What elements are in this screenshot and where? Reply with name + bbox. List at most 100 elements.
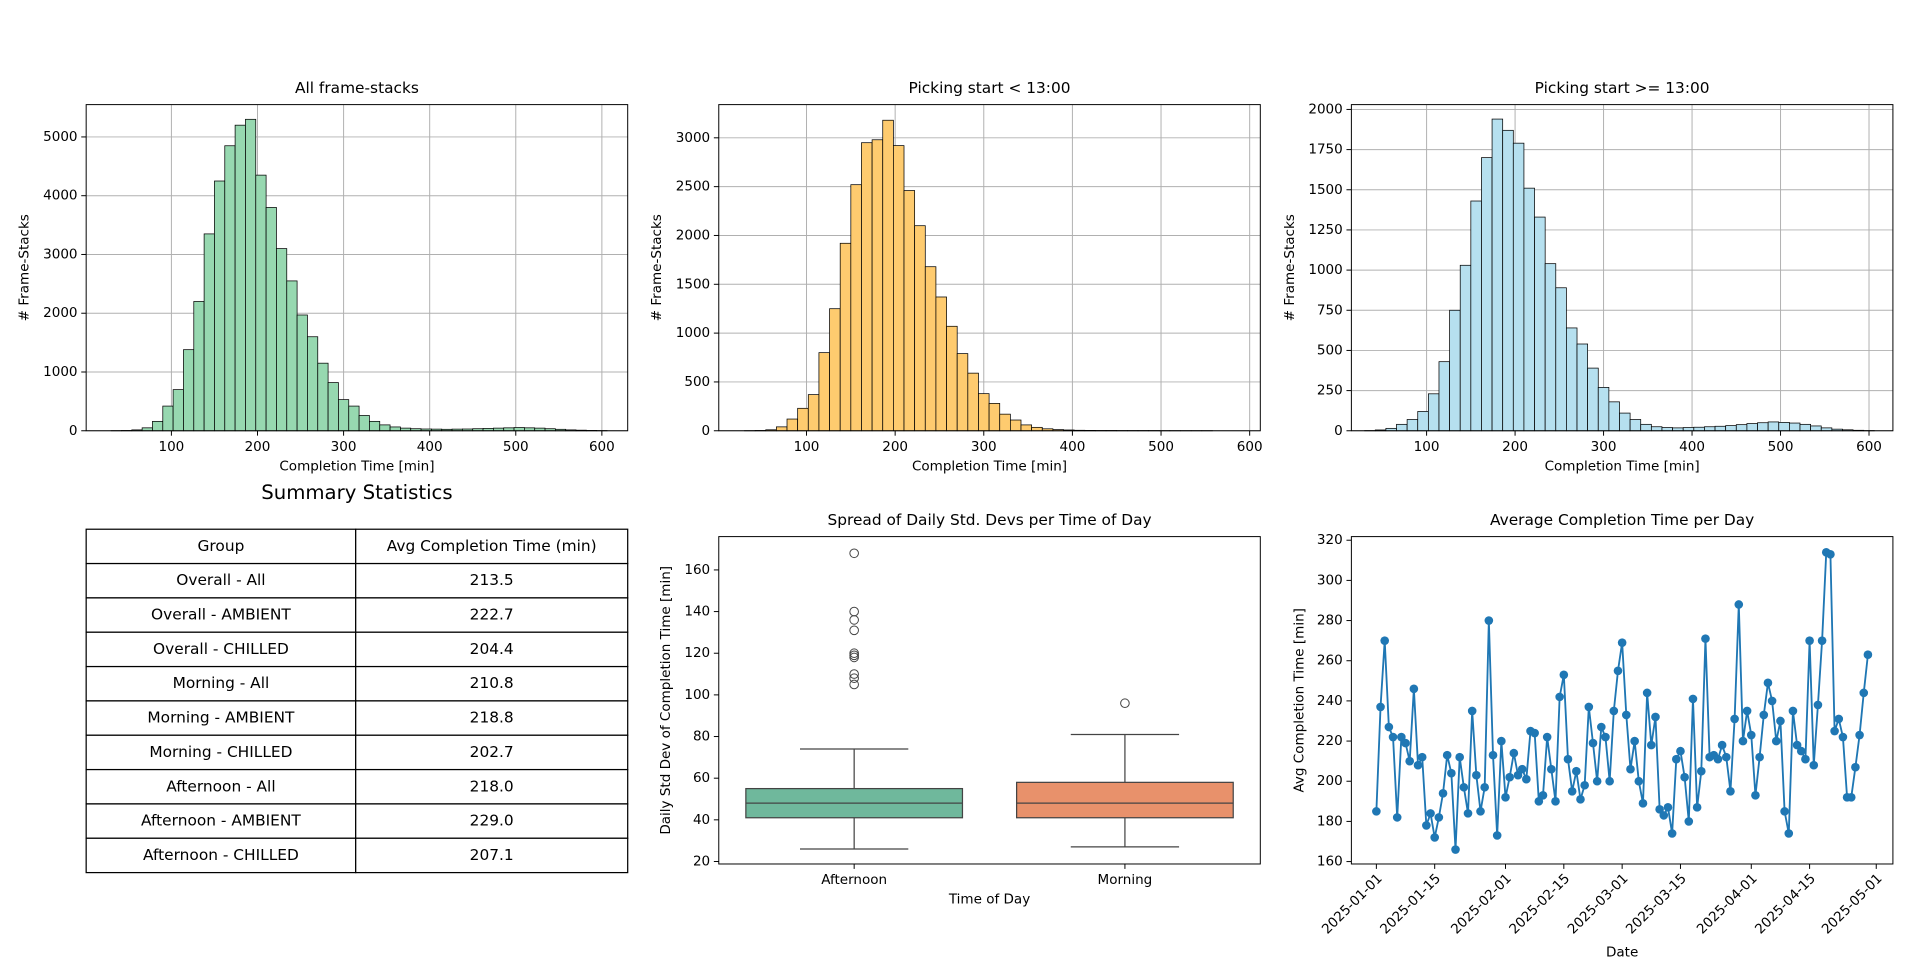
point bbox=[1434, 813, 1444, 822]
table-cell bbox=[355, 837, 629, 874]
y-axis-label: # Frame-Stacks bbox=[649, 214, 665, 321]
y-axis-label: Avg Completion Time [min] bbox=[1292, 608, 1308, 792]
y-tick-label: 2000 bbox=[676, 227, 710, 243]
point bbox=[1422, 821, 1431, 830]
point bbox=[1522, 774, 1531, 784]
plot-frame bbox=[85, 104, 629, 432]
point bbox=[1713, 754, 1723, 764]
x-tick-label: 2025-02-15 bbox=[1506, 871, 1573, 938]
point bbox=[1488, 750, 1498, 760]
bar bbox=[193, 301, 205, 432]
bar bbox=[839, 242, 852, 432]
bar bbox=[978, 393, 990, 432]
bar bbox=[829, 308, 841, 432]
chart-title: Spread of Daily Std. Devs per Time of Da… bbox=[827, 511, 1151, 529]
point bbox=[1617, 638, 1627, 647]
point bbox=[1667, 829, 1677, 838]
point bbox=[1430, 833, 1439, 842]
point bbox=[1751, 790, 1760, 800]
point bbox=[1796, 746, 1806, 756]
point bbox=[1513, 770, 1523, 780]
table-cell-text: Morning - CHILLED bbox=[149, 743, 292, 761]
x-tick-label: 2025-01-01 bbox=[1319, 871, 1386, 938]
y-tick-label: 40 bbox=[693, 812, 710, 828]
point bbox=[1542, 732, 1552, 742]
point bbox=[1534, 797, 1544, 806]
point bbox=[1530, 728, 1539, 738]
table-cell-text: 229.0 bbox=[470, 812, 514, 830]
point bbox=[1846, 792, 1856, 802]
x-tick-label: 400 bbox=[1679, 439, 1705, 455]
y-tick-label: 250 bbox=[1317, 383, 1343, 399]
point bbox=[1838, 732, 1848, 742]
bar bbox=[850, 184, 862, 432]
bar bbox=[1714, 425, 1727, 432]
x-tick-label: 2025-03-01 bbox=[1565, 871, 1632, 938]
point bbox=[1467, 706, 1477, 716]
point bbox=[1826, 549, 1835, 559]
table-cell bbox=[85, 700, 357, 736]
y-tick-label: 0 bbox=[702, 423, 711, 439]
point bbox=[1659, 811, 1669, 820]
table-cell bbox=[85, 734, 357, 771]
bar bbox=[338, 399, 350, 432]
point bbox=[1663, 803, 1673, 812]
y-tick-label: 3000 bbox=[43, 246, 77, 262]
x-tick-label: 300 bbox=[1591, 439, 1617, 455]
point bbox=[1613, 666, 1623, 676]
point bbox=[1480, 782, 1489, 792]
bar bbox=[1481, 157, 1493, 432]
point bbox=[1609, 706, 1619, 716]
point bbox=[1380, 636, 1390, 645]
chart-title: Picking start < 13:00 bbox=[909, 79, 1071, 97]
x-axis-label: Completion Time [min] bbox=[1545, 458, 1700, 474]
point bbox=[1509, 748, 1519, 758]
bar bbox=[1597, 387, 1610, 432]
point bbox=[1813, 700, 1823, 710]
bar bbox=[307, 336, 319, 432]
bar bbox=[1629, 419, 1642, 432]
y-tick-label: 1000 bbox=[676, 325, 710, 341]
table-cell-text: 202.7 bbox=[470, 743, 514, 761]
point bbox=[1684, 817, 1694, 826]
table-cell-text: 204.4 bbox=[470, 640, 514, 658]
bar bbox=[1640, 423, 1652, 432]
x-axis-label: Date bbox=[1606, 945, 1638, 961]
bar bbox=[1767, 421, 1780, 432]
point bbox=[1792, 740, 1802, 750]
y-tick-label: 180 bbox=[1317, 813, 1343, 829]
bar bbox=[1789, 422, 1801, 432]
bar bbox=[1757, 422, 1769, 432]
point bbox=[1417, 752, 1427, 762]
point bbox=[1547, 764, 1556, 774]
bar bbox=[379, 424, 391, 432]
table-cell bbox=[85, 665, 357, 702]
bar bbox=[1009, 419, 1022, 432]
point bbox=[1447, 768, 1456, 778]
point bbox=[1622, 710, 1631, 720]
y-tick-label: 20 bbox=[693, 853, 710, 869]
line bbox=[1375, 550, 1869, 850]
bar bbox=[286, 280, 298, 432]
point bbox=[1501, 792, 1510, 802]
y-tick-label: 4000 bbox=[43, 188, 77, 204]
table-cell bbox=[355, 631, 629, 668]
point bbox=[1742, 706, 1752, 716]
y-tick-label: 220 bbox=[1317, 733, 1343, 749]
y-tick-label: 200 bbox=[1317, 773, 1343, 789]
bar bbox=[327, 382, 339, 432]
point bbox=[1730, 714, 1739, 724]
table-cell bbox=[85, 528, 357, 565]
x-tick-label: 400 bbox=[1060, 439, 1086, 455]
point bbox=[1771, 736, 1781, 746]
point bbox=[1801, 754, 1810, 764]
y-axis-label: Daily Std Dev of Completion Time [min] bbox=[658, 566, 674, 835]
table-cell-text: Overall - CHILLED bbox=[153, 640, 289, 658]
plot-frame bbox=[718, 104, 1261, 432]
bar bbox=[1619, 412, 1631, 432]
y-tick-label: 750 bbox=[1317, 302, 1343, 318]
point bbox=[1776, 716, 1785, 726]
bar bbox=[903, 190, 916, 432]
point bbox=[1788, 706, 1798, 716]
point bbox=[1859, 688, 1869, 698]
